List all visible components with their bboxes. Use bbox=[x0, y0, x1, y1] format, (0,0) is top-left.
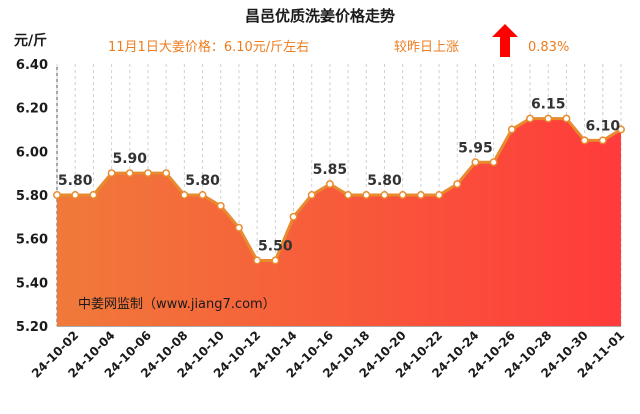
data-point bbox=[435, 191, 444, 199]
y-tick-label: 6.20 bbox=[16, 102, 48, 117]
data-label: 5.80 bbox=[58, 173, 93, 189]
y-tick-label: 6.40 bbox=[16, 58, 48, 73]
y-tick-label: 5.80 bbox=[16, 189, 48, 204]
data-point bbox=[180, 191, 189, 199]
data-point bbox=[398, 191, 407, 199]
data-point bbox=[216, 201, 225, 210]
y-tick-label: 5.40 bbox=[16, 276, 48, 291]
data-point bbox=[489, 158, 498, 167]
data-point bbox=[580, 136, 589, 145]
data-point bbox=[144, 169, 152, 178]
data-label: 5.95 bbox=[458, 140, 493, 156]
data-point bbox=[289, 212, 298, 221]
data-point bbox=[362, 191, 371, 199]
data-point bbox=[234, 223, 243, 232]
arrow-up-icon bbox=[492, 24, 518, 57]
data-label: 5.80 bbox=[185, 173, 220, 189]
data-point bbox=[162, 169, 171, 178]
data-point bbox=[617, 125, 625, 134]
series-area bbox=[57, 118, 621, 326]
data-point bbox=[125, 169, 134, 178]
x-axis-ticks: 24-10-0224-10-0424-10-0624-10-0824-10-10… bbox=[29, 328, 627, 380]
data-point bbox=[71, 191, 80, 199]
chart-title: 昌邑优质洗姜价格走势 bbox=[245, 7, 395, 25]
data-point bbox=[344, 191, 353, 199]
data-point bbox=[89, 191, 98, 199]
data-point bbox=[598, 136, 607, 145]
data-point bbox=[380, 191, 389, 199]
data-label: 5.85 bbox=[313, 162, 348, 178]
data-point bbox=[307, 191, 316, 199]
change-value: 0.83% bbox=[528, 40, 569, 55]
data-point bbox=[198, 191, 207, 199]
data-point bbox=[416, 191, 425, 199]
data-point bbox=[507, 125, 516, 134]
y-axis-ticks: 5.20 5.40 5.60 5.80 6.00 6.20 6.40 bbox=[16, 58, 48, 335]
data-point bbox=[325, 180, 334, 189]
data-label: 5.90 bbox=[113, 151, 148, 167]
data-point bbox=[107, 169, 116, 178]
y-axis-label: 元/斤 bbox=[14, 32, 47, 49]
data-point bbox=[253, 256, 262, 265]
watermark-text: 中姜网监制（www.jiang7.com） bbox=[78, 297, 276, 312]
point-markers bbox=[53, 114, 625, 265]
data-label: 6.10 bbox=[586, 118, 621, 134]
data-point bbox=[271, 256, 280, 265]
data-label: 5.80 bbox=[367, 173, 402, 189]
price-note: 11月1日大姜价格：6.10元/斤左右 bbox=[108, 39, 309, 55]
data-labels: 5.80 5.90 5.80 5.50 5.85 5.80 5.95 6.15 6.10 bbox=[58, 97, 620, 255]
data-point bbox=[544, 114, 553, 123]
y-tick-label: 5.60 bbox=[16, 233, 48, 248]
data-label: 6.15 bbox=[531, 97, 566, 113]
data-label: 5.50 bbox=[258, 239, 293, 255]
y-tick-label: 6.00 bbox=[16, 145, 48, 160]
area-layer bbox=[57, 118, 621, 326]
change-label: 较昨日上涨 bbox=[394, 40, 459, 55]
data-point bbox=[526, 114, 534, 123]
data-point bbox=[471, 158, 480, 167]
data-point bbox=[453, 180, 462, 189]
data-point bbox=[562, 114, 571, 123]
y-tick-label: 5.20 bbox=[16, 320, 48, 335]
data-point bbox=[53, 191, 61, 199]
